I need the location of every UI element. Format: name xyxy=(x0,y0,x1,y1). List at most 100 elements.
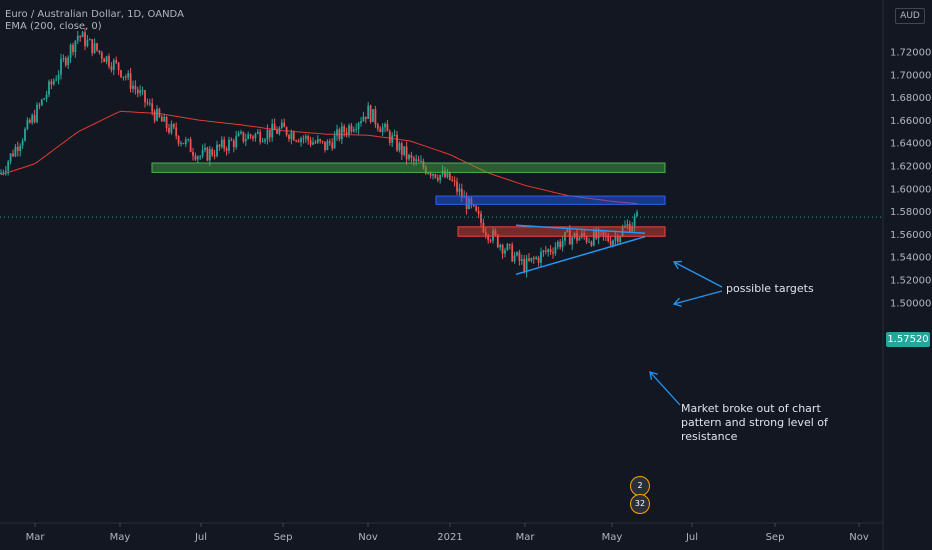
candle-body xyxy=(256,131,259,134)
candle-body xyxy=(597,230,600,239)
candle-body xyxy=(477,211,480,214)
candle-body xyxy=(52,80,55,85)
candle-body xyxy=(283,122,286,128)
candle-body xyxy=(314,142,317,144)
candle-body xyxy=(585,236,588,242)
candle-body xyxy=(542,250,545,252)
symbol-title[interactable]: Euro / Australian Dollar, 1D, OANDA xyxy=(5,9,184,20)
zone-green xyxy=(151,162,666,173)
candle-body xyxy=(146,102,149,104)
y-tick-label: 1.56000 xyxy=(890,230,931,241)
candle-body xyxy=(69,44,72,58)
candle-body xyxy=(465,195,468,210)
candles-layer xyxy=(0,28,638,278)
candle-body xyxy=(583,233,586,237)
candle-body xyxy=(62,58,65,60)
candle-body xyxy=(487,234,490,241)
candle-body xyxy=(324,141,326,151)
candle-body xyxy=(316,139,319,143)
candle-body xyxy=(326,141,329,151)
candle-body xyxy=(247,134,250,140)
candle-body xyxy=(240,131,242,134)
candle-body xyxy=(55,79,58,81)
candle-body xyxy=(592,230,595,246)
candle-body xyxy=(228,139,230,151)
ema-layer xyxy=(0,110,638,204)
candle-body xyxy=(494,230,497,235)
candle-body xyxy=(60,58,62,75)
candle-body xyxy=(201,149,204,157)
x-tick-label: May xyxy=(110,532,131,543)
candle-body xyxy=(412,157,415,162)
candle-body xyxy=(381,127,384,133)
candle-body xyxy=(626,224,629,226)
candle-body xyxy=(112,60,115,70)
currency-button[interactable]: AUD xyxy=(895,8,925,24)
candle-body xyxy=(588,241,590,243)
candle-body xyxy=(141,90,144,92)
triangle-upper-line xyxy=(515,224,646,235)
candle-body xyxy=(472,204,475,206)
candle-body xyxy=(170,124,173,133)
candle-body xyxy=(331,142,334,149)
candle-body xyxy=(369,105,372,123)
ema-legend[interactable]: EMA (200, close, 0) xyxy=(5,21,102,32)
candle-body xyxy=(384,123,386,128)
candle-body xyxy=(633,216,636,226)
candle-body xyxy=(573,232,576,238)
candle-body xyxy=(468,198,470,210)
candle-body xyxy=(177,136,180,144)
candle-body xyxy=(134,85,137,90)
candle-body xyxy=(91,39,94,54)
event-badge-icon[interactable]: 2 xyxy=(630,476,650,496)
x-tick-label: Mar xyxy=(26,532,46,543)
candle-body xyxy=(427,173,430,175)
candle-body xyxy=(451,179,454,181)
candle-body xyxy=(31,115,34,123)
candle-body xyxy=(463,195,466,198)
time-axis[interactable]: Mar May Jul Sep Nov 2021 Mar May Jul Sep Nov xyxy=(26,523,869,543)
candle-body xyxy=(484,232,487,235)
candle-body xyxy=(523,259,526,272)
arrow-target-green xyxy=(673,261,723,288)
candle-body xyxy=(81,32,84,38)
candle-body xyxy=(172,124,175,128)
targets-annotation[interactable]: possible targets xyxy=(726,282,814,295)
ema-line xyxy=(0,110,638,204)
candle-body xyxy=(2,172,5,174)
candle-body xyxy=(199,156,202,158)
candle-body xyxy=(511,244,514,262)
candle-body xyxy=(264,139,266,142)
candle-body xyxy=(532,257,535,259)
candle-body xyxy=(434,173,437,178)
candle-body xyxy=(470,198,473,205)
event-badge-icon[interactable]: 32 xyxy=(630,494,650,514)
candle-body xyxy=(136,89,139,94)
candle-body xyxy=(14,146,17,157)
candle-body xyxy=(232,140,235,148)
y-tick-label: 1.54000 xyxy=(890,253,931,264)
chart-legend: Euro / Australian Dollar, 1D, OANDA EMA … xyxy=(5,9,184,33)
candle-body xyxy=(0,172,2,174)
candle-body xyxy=(40,99,43,105)
candle-body xyxy=(559,241,562,248)
candle-body xyxy=(196,156,199,160)
candle-body xyxy=(595,230,598,239)
candle-body xyxy=(566,229,569,232)
candle-body xyxy=(552,251,554,254)
price-axis[interactable]: 1.72000 1.70000 1.68000 1.66000 1.64000 1.620… xyxy=(890,48,931,310)
candle-body xyxy=(216,144,218,156)
candle-body xyxy=(376,124,379,129)
candle-body xyxy=(525,258,528,272)
breakout-annotation[interactable]: Market broke out of chart pattern and st… xyxy=(681,402,828,444)
candle-body xyxy=(350,125,353,132)
candle-body xyxy=(175,127,178,137)
candle-body xyxy=(158,108,161,117)
candle-body xyxy=(614,235,617,241)
candle-body xyxy=(496,234,499,248)
candle-body xyxy=(230,139,233,141)
candle-body xyxy=(319,139,322,142)
candle-body xyxy=(261,141,264,143)
